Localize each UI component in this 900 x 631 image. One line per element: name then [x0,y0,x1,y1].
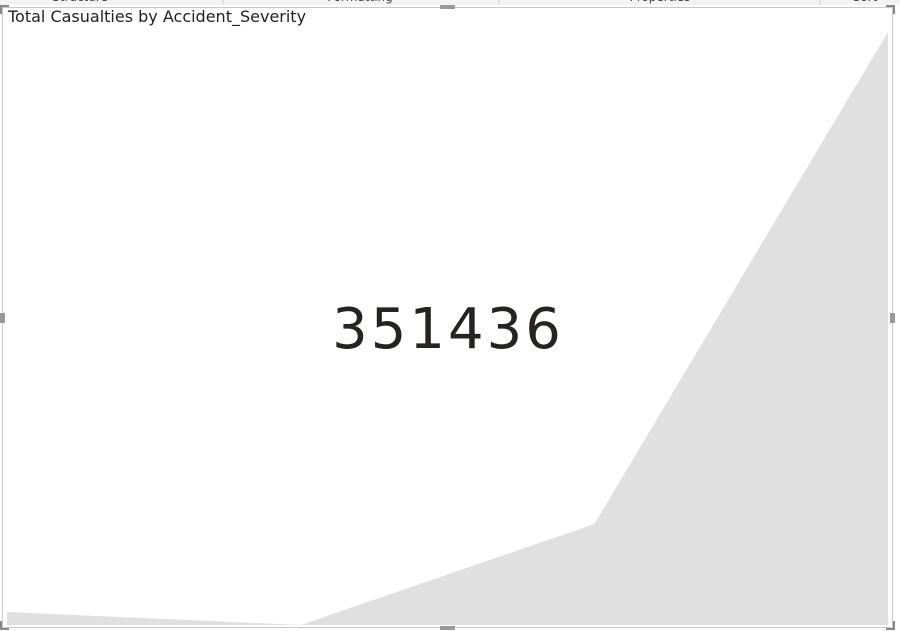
resize-handle[interactable] [440,626,455,630]
corner-handle[interactable] [0,5,895,630]
card-title: Total Casualties by Accident_Severity [7,7,306,27]
card[interactable]: Total Casualties by Accident_Severity 35… [0,5,895,630]
kpi-value: 351436 [332,297,564,362]
ribbon-tab[interactable]: Properties [630,0,691,4]
ribbon-tab[interactable]: Structure [52,0,108,4]
resize-handle[interactable] [890,313,895,323]
resize-handle[interactable] [0,313,5,323]
area [7,32,888,625]
ribbon-bar [0,0,900,5]
ribbon: Structure Formatting Properties Sort [0,0,900,5]
resize-handle[interactable] [440,5,455,9]
ribbon-tab[interactable]: Formatting [327,0,393,4]
ribbon-tab[interactable]: Sort [853,0,878,4]
sparkline [7,32,888,625]
